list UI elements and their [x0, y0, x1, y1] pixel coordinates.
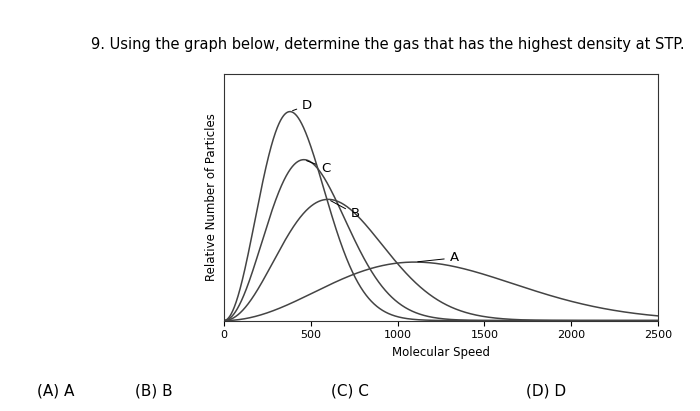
Text: A: A	[418, 252, 459, 264]
Text: (B) B: (B) B	[135, 384, 173, 399]
Text: (D) D: (D) D	[526, 384, 566, 399]
Text: D: D	[293, 99, 312, 112]
Text: 9. Using the graph below, determine the gas that has the highest density at STP.: 9. Using the graph below, determine the …	[91, 37, 685, 52]
X-axis label: Molecular Speed: Molecular Speed	[392, 346, 490, 359]
Text: C: C	[307, 161, 330, 175]
Y-axis label: Relative Number of Particles: Relative Number of Particles	[205, 113, 218, 281]
Text: (C) C: (C) C	[331, 384, 369, 399]
Text: (A) A: (A) A	[37, 384, 75, 399]
Text: B: B	[330, 201, 360, 220]
